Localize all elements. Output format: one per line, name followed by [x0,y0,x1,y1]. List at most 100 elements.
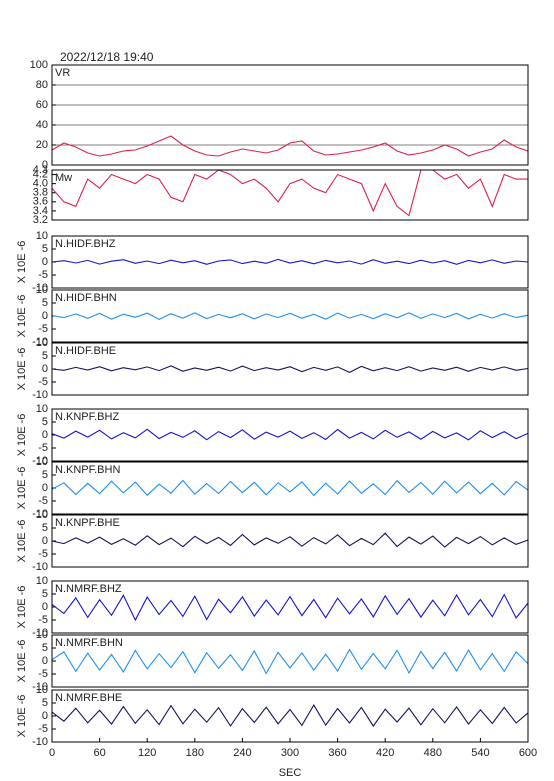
x-tick-label: 0 [49,747,55,759]
y-tick-label: 10 [36,230,48,242]
y-tick-label: 4.3 [33,164,48,176]
trace [51,365,529,374]
y-tick-label: 0 [42,159,48,171]
y-tick-label: 4.0 [33,178,48,190]
x-tick-label: 240 [233,747,251,759]
panel-frame [51,235,529,289]
y-tick-label: 80 [36,79,48,91]
y-axis-label: X 10E -6 [16,586,28,629]
y-tick-label: 5 [42,243,48,255]
y-tick-label: 5 [42,350,48,362]
y-tick-label: -10 [32,736,48,748]
y-tick-label: -10 [32,508,48,520]
y-tick-label: -10 [32,336,48,348]
panel-label: N.NMRF.BHZ [55,583,122,595]
y-tick-label: -5 [38,495,48,507]
panel-label: VR [55,67,70,79]
y-tick-label: 10 [36,684,48,696]
y-axis-label: X 10E -6 [16,640,28,683]
y-axis-label: X 10E -6 [16,348,28,391]
x-tick-label: 600 [519,747,537,759]
y-tick-label: 0 [42,256,48,268]
panel-frame [51,169,529,221]
y-tick-label: 0 [42,363,48,375]
y-tick-label: -10 [32,627,48,639]
y-tick-label: -10 [32,561,48,573]
panel-frame [51,689,529,743]
y-tick-label: -5 [38,723,48,735]
y-tick-label: 5 [42,297,48,309]
y-axis-label: X 10E -6 [16,467,28,510]
y-axis-label: X 10E -6 [16,414,28,457]
y-tick-label: 0 [42,655,48,667]
panel-label: N.HIDF.BHE [55,345,116,357]
y-tick-label: -5 [38,614,48,626]
y-axis-label: X 10E -6 [16,520,28,563]
y-tick-label: -10 [32,389,48,401]
trace [51,704,529,728]
y-tick-label: 0 [42,482,48,494]
panel-frame [51,408,529,462]
panel-frame [51,289,529,343]
panel-frame [51,634,529,688]
panel-label: N.NMRF.BHE [55,692,122,704]
x-tick-label: 120 [138,747,156,759]
y-tick-label: 3.8 [33,187,48,199]
x-tick-label: 480 [424,747,442,759]
panel-label: N.NMRF.BHN [55,637,123,649]
chart-title: 2022/12/18 19:40 [60,50,154,64]
panel-frame [51,461,529,515]
y-tick-label: 3.6 [33,196,48,208]
y-tick-label: 5 [42,522,48,534]
panel-label: N.HIDF.BHN [55,292,117,304]
panel-label: N.HIDF.BHZ [55,238,116,250]
x-axis-label: SEC [279,767,302,779]
y-tick-label: -5 [38,548,48,560]
y-tick-label: 3.4 [33,205,48,217]
trace [51,135,529,157]
x-tick-label: 540 [471,747,489,759]
panel-label: N.KNPF.BHZ [55,411,119,423]
panel-label: Mw [55,172,72,184]
panel-frame [51,64,529,166]
y-tick-label: -10 [32,455,48,467]
trace [51,169,528,217]
y-tick-label: 10 [36,509,48,521]
y-tick-label: 10 [36,456,48,468]
y-tick-label: 3.2 [33,214,48,226]
y-tick-label: -5 [38,269,48,281]
x-tick-label: 300 [281,747,299,759]
panel-label: N.KNPF.BHE [55,517,120,529]
y-tick-label: 40 [36,119,48,131]
y-tick-label: 10 [36,337,48,349]
trace [51,593,529,622]
y-tick-label: 0 [42,310,48,322]
panel-label: N.KNPF.BHN [55,464,120,476]
y-tick-label: -5 [38,376,48,388]
y-tick-label: 0 [42,601,48,613]
panel-frame [51,342,529,396]
y-tick-label: 5 [42,642,48,654]
y-tick-label: 10 [36,284,48,296]
trace [51,312,529,321]
y-tick-label: -10 [32,681,48,693]
x-tick-label: 420 [376,747,394,759]
y-tick-label: 5 [42,588,48,600]
y-tick-label: 20 [36,139,48,151]
y-tick-label: 10 [36,629,48,641]
y-tick-label: 5 [42,469,48,481]
trace [51,258,529,265]
y-tick-label: -5 [38,323,48,335]
x-tick-label: 180 [186,747,204,759]
y-tick-label: -10 [32,282,48,294]
y-tick-label: 5 [42,416,48,428]
y-axis-label: X 10E -6 [16,241,28,284]
y-tick-label: 0 [42,429,48,441]
y-tick-label: 5 [42,697,48,709]
trace [51,532,529,548]
y-tick-label: 0 [42,710,48,722]
trace [51,479,529,497]
panel-frame [51,514,529,568]
y-tick-label: 60 [36,99,48,111]
